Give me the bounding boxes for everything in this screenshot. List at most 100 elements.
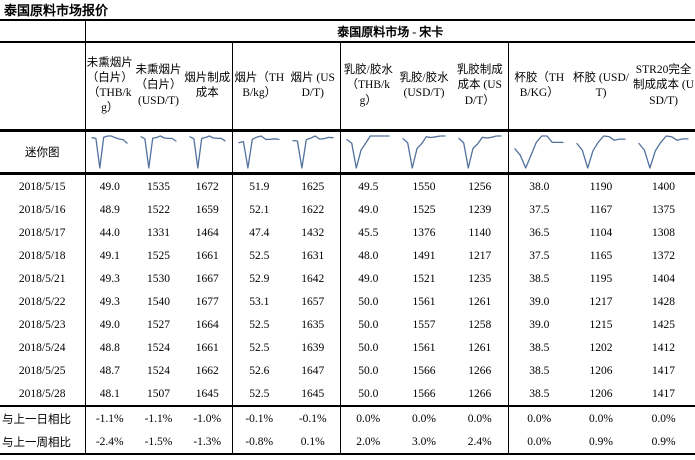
sparkline-cell [570,130,632,175]
sparkline-row-label: 迷你图 [0,130,86,175]
comparison-value-cell: -1.5% [134,430,183,455]
comparison-row: 与上一周相比 -2.4% -1.5% -1.3% -0.8% 0.1% 2.0% 3.0% 2.… [0,430,695,455]
sparkline-chart [189,135,226,169]
column-header: 烟片（THB/kg） [232,42,286,132]
value-cell: 49.0 [99,180,120,193]
column-header: 乳胶/胶水 (USD/T) [396,42,452,132]
comparison-value-cell: 0.0% [589,412,613,425]
value-cell: 1417 [632,382,695,407]
sparkline-cell [340,130,396,175]
value-cell: 50.0 [358,295,379,308]
value-cell: 1308 [652,226,676,239]
comparison-value-cell: 0.0% [412,412,436,425]
table-row: 2018/5/23 49.0 1527 1664 52.5 1635 50.0 1557 125… [0,313,695,336]
value-cell: 49.3 [99,295,120,308]
value-cell: 1622 [286,198,341,221]
value-cell: 1530 [147,272,170,285]
value-cell: 48.7 [99,364,120,377]
value-cell: 1521 [412,272,436,285]
table-row: 2018/5/17 44.0 1331 1464 47.4 1432 45.5 1376 114… [0,221,695,244]
value-cell: 1659 [183,198,233,221]
value-cell: 1645 [183,382,233,407]
sparkline-cell [232,130,286,175]
value-cell: 1566 [412,364,436,377]
comparison-value-cell: 0.0% [452,406,509,430]
table-row: 2018/5/16 48.9 1522 1659 52.1 1622 49.0 1525 123… [0,198,695,221]
sparkline-chart [402,135,446,169]
comparison-value-cell: 0.0% [527,412,552,425]
comparison-value-cell: 3.0% [396,430,452,455]
value-cell: 1566 [396,382,452,407]
value-cell: 1525 [147,249,170,262]
comparison-value-cell: 0.9% [570,430,632,455]
value-cell: 1507 [134,382,183,407]
value-cell: 1331 [147,226,170,239]
comparison-value-cell: 0.0% [356,412,381,425]
value-cell: 1376 [412,226,436,239]
value-cell: 49.3 [99,272,120,285]
value-cell: 50.0 [340,382,396,407]
comparison-value-cell: -1.1% [144,412,173,425]
comparison-row-label: 与上一周相比 [0,430,86,455]
value-cell: 38.5 [529,272,550,285]
value-cell: 37.5 [529,203,550,216]
sparkline-cell [183,130,233,175]
value-cell: 1662 [183,359,233,382]
value-cell: 49.1 [99,249,120,262]
value-cell: 37.5 [529,249,550,262]
sparkline-chart [238,135,280,169]
comparison-value-cell: -2.4% [85,430,134,455]
value-cell: 1677 [183,290,233,313]
table-row: 2018/5/22 49.3 1540 1677 53.1 1657 50.0 1561 126… [0,290,695,313]
column-header: 未熏烟片（白片）(USD/T) [134,42,183,132]
date-column-header [0,42,86,132]
value-cell: 1215 [589,318,613,331]
value-cell: 44.0 [99,226,120,239]
value-cell: 48.9 [99,203,120,216]
value-cell: 50.0 [358,364,379,377]
row-date: 2018/5/24 [0,336,86,359]
value-cell: 38.5 [529,364,550,377]
value-cell: 1256 [452,173,509,198]
row-date: 2018/5/25 [0,359,86,382]
table-row: 2018/5/24 48.8 1524 1661 52.5 1639 50.0 1561 126… [0,336,695,359]
value-cell: 1642 [286,267,341,290]
value-cell: 1645 [286,382,341,407]
value-cell: 1412 [652,341,676,354]
row-date: 2018/5/22 [0,290,86,313]
comparison-value-cell: 0.0% [651,412,676,425]
sparkline-chart [346,135,390,169]
page-title: 泰国原料市场报价 [0,0,695,21]
row-date: 2018/5/28 [0,382,86,407]
value-cell: 1561 [412,341,436,354]
sparkline-chart [514,135,564,169]
value-cell: 48.8 [99,341,120,354]
value-cell: 1195 [589,272,613,285]
value-cell: 1672 [183,173,233,198]
table-row: 2018/5/15 49.0 1535 1672 51.9 1625 49.5 1550 125… [0,173,695,198]
value-cell: 1550 [412,180,436,193]
value-cell: 47.4 [249,226,270,239]
value-cell: 1639 [286,336,341,359]
price-table: 泰国原料市场 - 宋卡 未熏烟片（白片）（THB/kg） 未熏烟片（白片）(US… [0,21,695,455]
sparkline-cell [85,130,134,175]
sparkline-cell [452,130,509,175]
value-cell: 1404 [652,272,676,285]
value-cell: 53.1 [249,295,270,308]
row-date: 2018/5/18 [0,244,86,267]
value-cell: 1104 [589,226,613,239]
value-cell: 52.5 [249,318,270,331]
value-cell: 1667 [183,267,233,290]
value-cell: 49.5 [358,180,379,193]
value-cell: 1206 [570,382,632,407]
value-cell: 1557 [412,318,436,331]
table-row: 2018/5/28 48.1 1507 1645 52.5 1645 50.0 1566 126… [0,382,695,407]
value-cell: 1261 [452,290,509,313]
value-cell: 1258 [452,313,509,336]
value-cell: 1206 [589,364,613,377]
comparison-value-cell: -1.1% [95,412,124,425]
value-cell: 1417 [652,364,676,377]
value-cell: 39.0 [529,318,550,331]
sparkline-cell [134,130,183,175]
value-cell: 1661 [183,336,233,359]
